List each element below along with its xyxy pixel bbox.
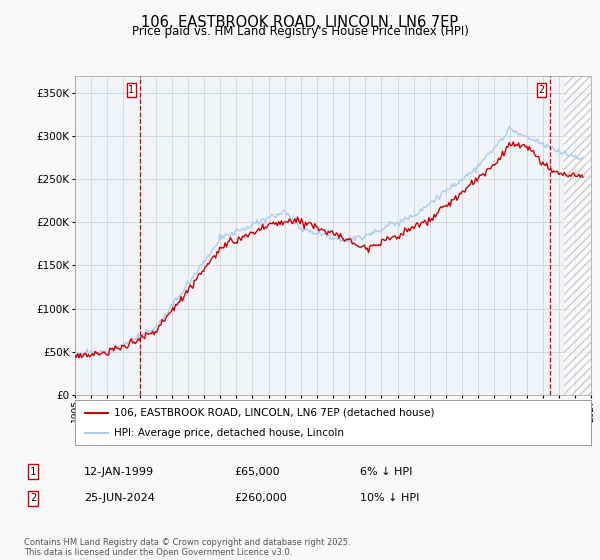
Text: 10% ↓ HPI: 10% ↓ HPI [360, 493, 419, 503]
Text: 106, EASTBROOK ROAD, LINCOLN, LN6 7EP (detached house): 106, EASTBROOK ROAD, LINCOLN, LN6 7EP (d… [114, 408, 434, 418]
Text: £260,000: £260,000 [234, 493, 287, 503]
Text: Contains HM Land Registry data © Crown copyright and database right 2025.
This d: Contains HM Land Registry data © Crown c… [24, 538, 350, 557]
Text: 2: 2 [539, 85, 544, 95]
Text: 12-JAN-1999: 12-JAN-1999 [84, 466, 154, 477]
Bar [563, 76, 591, 395]
Text: 6% ↓ HPI: 6% ↓ HPI [360, 466, 412, 477]
Text: 25-JUN-2024: 25-JUN-2024 [84, 493, 155, 503]
Text: Price paid vs. HM Land Registry's House Price Index (HPI): Price paid vs. HM Land Registry's House … [131, 25, 469, 38]
Text: 106, EASTBROOK ROAD, LINCOLN, LN6 7EP: 106, EASTBROOK ROAD, LINCOLN, LN6 7EP [142, 15, 458, 30]
Text: HPI: Average price, detached house, Lincoln: HPI: Average price, detached house, Linc… [114, 428, 344, 438]
Text: £65,000: £65,000 [234, 466, 280, 477]
Text: 1: 1 [30, 466, 36, 477]
Text: 1: 1 [128, 85, 134, 95]
Text: 2: 2 [30, 493, 36, 503]
Bar [563, 76, 591, 395]
